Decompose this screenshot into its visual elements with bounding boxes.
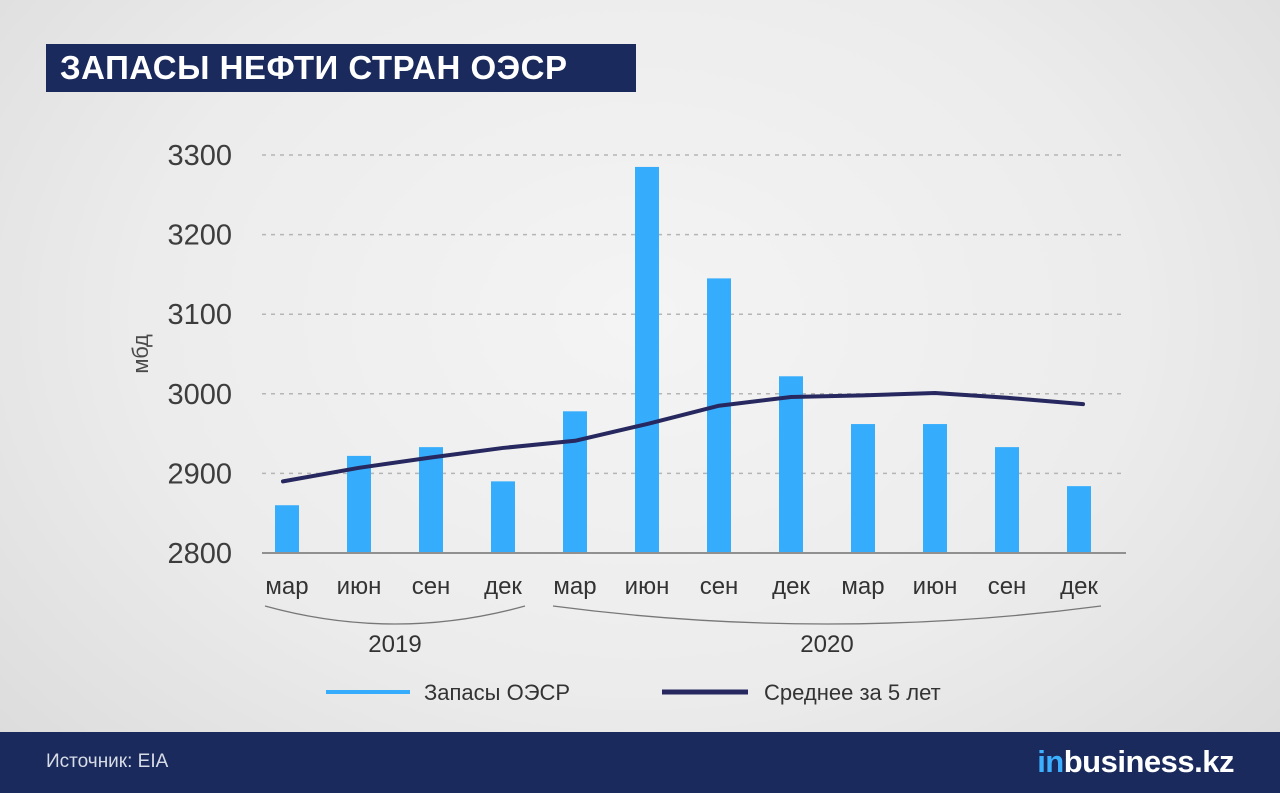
x-tick-label: мар xyxy=(841,573,884,600)
bar xyxy=(347,455,371,553)
group-label: 2019 xyxy=(368,631,421,658)
x-tick-label: дек xyxy=(772,573,810,600)
x-tick-label: мар xyxy=(265,573,308,600)
y-tick-label: 3300 xyxy=(167,140,232,172)
bar xyxy=(563,411,587,553)
y-tick-label: 2900 xyxy=(167,458,232,490)
bar xyxy=(419,447,443,553)
bar xyxy=(1067,486,1091,553)
bar xyxy=(491,481,515,553)
brand-logo: inbusiness.kz xyxy=(1037,744,1234,780)
x-tick-label: сен xyxy=(988,573,1027,600)
x-tick-label: дек xyxy=(1060,573,1098,600)
source-text: Источник: EIA xyxy=(46,751,169,772)
group-brace xyxy=(264,605,526,625)
group-label: 2020 xyxy=(800,631,853,658)
bar xyxy=(779,376,803,553)
bar xyxy=(275,505,299,553)
series-line xyxy=(281,391,1085,484)
chart: 3300 3200 3100 3000 2900 2800 мбд мар июн сен дек м… xyxy=(128,140,1126,705)
x-tick-label: июн xyxy=(913,573,958,600)
group-brace xyxy=(552,605,1102,625)
footer-bar: Источник: EIA inbusiness.kz xyxy=(0,732,1280,793)
bar xyxy=(995,447,1019,553)
chart-title: ЗАПАСЫ НЕФТИ СТРАН ОЭСР xyxy=(60,49,568,86)
bar xyxy=(851,424,875,553)
x-tick-label: дек xyxy=(484,573,522,600)
x-tick-label: июн xyxy=(337,573,382,600)
legend-label-line: Среднее за 5 лет xyxy=(764,680,941,705)
x-tick-label: мар xyxy=(553,573,596,600)
y-tick-label: 3200 xyxy=(167,220,232,252)
bar xyxy=(707,278,731,553)
y-tick-label: 2800 xyxy=(167,538,232,570)
brand-prefix: in xyxy=(1037,744,1064,779)
bar xyxy=(923,424,947,553)
legend-label-bars: Запасы ОЭСР xyxy=(424,680,570,705)
y-tick-label: 3100 xyxy=(167,299,232,331)
x-tick-label: июн xyxy=(625,573,670,600)
brand-name: business.kz xyxy=(1063,744,1235,779)
y-axis-label: мбд xyxy=(128,334,153,373)
y-tick-label: 3000 xyxy=(167,379,232,411)
x-tick-label: сен xyxy=(700,573,739,600)
title-banner: ЗАПАСЫ НЕФТИ СТРАН ОЭСР xyxy=(46,44,636,92)
bar xyxy=(635,166,659,553)
x-tick-label: сен xyxy=(412,573,451,600)
